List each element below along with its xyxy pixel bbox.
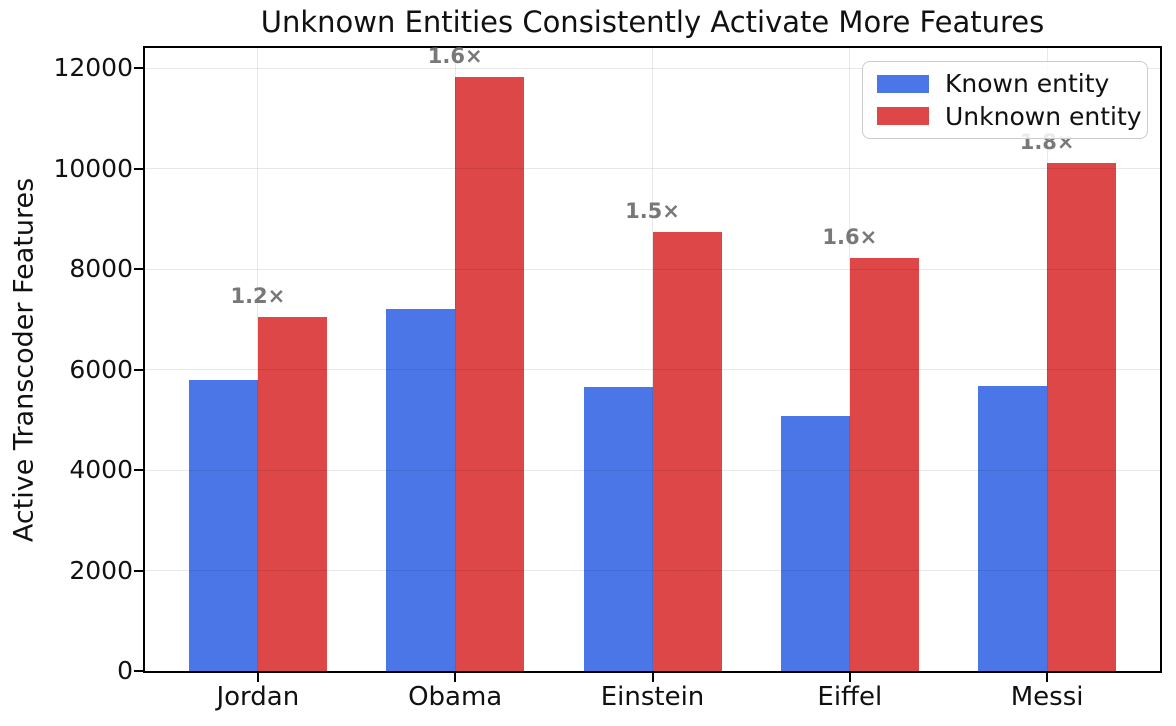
gridline-horizontal: [145, 268, 1160, 270]
bar-known-obama: [386, 309, 456, 671]
bar-known-messi: [978, 385, 1048, 671]
y-tick-mark: [134, 167, 143, 170]
bar-unknown-obama: [455, 77, 525, 671]
gridline-vertical: [1046, 48, 1048, 671]
x-tick-label-einstein: Einstein: [600, 682, 705, 712]
bar-known-jordan: [188, 379, 258, 671]
x-tick-mark: [256, 673, 259, 682]
x-tick-label-jordan: Jordan: [216, 682, 300, 712]
x-tick-mark: [1046, 673, 1049, 682]
legend-swatch-known: [877, 74, 929, 93]
gridline-vertical: [652, 48, 653, 671]
y-tick-label: 12000: [53, 53, 133, 83]
ratio-annotation-einstein: 1.5×: [625, 198, 680, 223]
y-tick-label: 8000: [69, 254, 133, 284]
y-tick-label: 6000: [69, 354, 133, 384]
y-tick-label: 2000: [69, 555, 133, 585]
ratio-annotation-jordan: 1.2×: [230, 284, 286, 309]
gridline-vertical: [257, 48, 259, 671]
y-tick-mark: [134, 670, 143, 672]
bar-known-einstein: [583, 387, 653, 671]
legend-item-known: Known entity: [877, 69, 1133, 98]
gridline-horizontal: [145, 369, 1160, 371]
x-tick-label-obama: Obama: [408, 682, 503, 712]
y-tick-label: 0: [117, 656, 133, 685]
x-tick-label-messi: Messi: [1010, 682, 1084, 712]
gridline-horizontal: [145, 168, 1160, 170]
gridline-horizontal: [145, 469, 1160, 471]
gridline-horizontal: [145, 670, 1160, 672]
x-tick-mark: [848, 673, 851, 682]
ratio-annotation-eiffel: 1.6×: [822, 224, 878, 249]
bar-unknown-messi: [1047, 162, 1117, 671]
gridline-vertical: [849, 48, 851, 671]
legend-item-unknown: Unknown entity: [877, 102, 1142, 131]
chart-title: Unknown Entities Consistently Activate M…: [260, 5, 1045, 39]
y-tick-label: 4000: [69, 455, 133, 485]
bar-unknown-jordan: [257, 317, 327, 671]
gridline-horizontal: [145, 570, 1160, 572]
y-tick-mark: [134, 469, 143, 472]
bar-known-eiffel: [780, 415, 850, 671]
legend-swatch-unknown: [877, 107, 929, 126]
y-tick-mark: [134, 67, 143, 70]
plot-area: [143, 46, 1162, 673]
x-tick-label-eiffel: Eiffel: [817, 682, 883, 712]
y-tick-mark: [134, 268, 143, 271]
y-tick-label: 10000: [53, 153, 133, 183]
legend: Known entity Unknown entity: [862, 61, 1148, 139]
y-tick-mark: [134, 368, 143, 371]
gridline-vertical: [454, 48, 456, 671]
ratio-annotation-obama: 1.6×: [427, 44, 483, 69]
bar-unknown-eiffel: [849, 257, 919, 671]
legend-label: Unknown entity: [945, 101, 1142, 131]
bar-unknown-einstein: [652, 231, 722, 671]
legend-label: Known entity: [945, 69, 1110, 99]
y-tick-mark: [134, 569, 143, 572]
gridline-horizontal: [145, 67, 1160, 69]
x-tick-mark: [651, 673, 654, 682]
x-tick-mark: [454, 673, 457, 682]
